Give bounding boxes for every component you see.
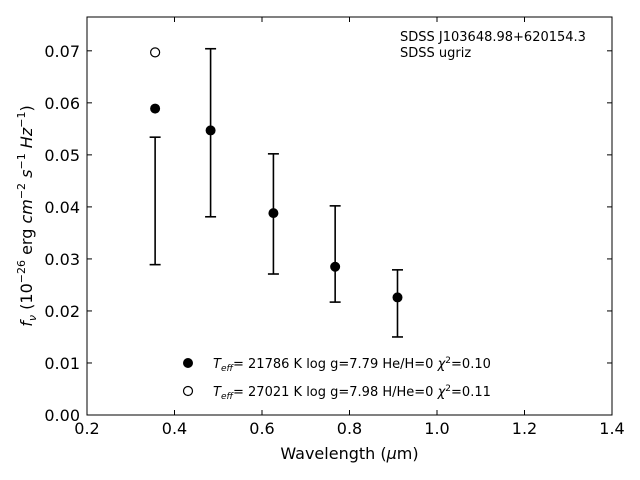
model-point-filled — [330, 261, 341, 272]
model-point-filled — [150, 103, 161, 114]
y-tick-label: 0.06 — [44, 94, 80, 113]
y-tick-label: 0.02 — [44, 302, 80, 321]
y-tick-label: 0.05 — [44, 146, 80, 165]
x-tick-label: 1.0 — [424, 419, 449, 438]
y-tick-label: 0.00 — [44, 406, 80, 425]
y-tick-label: 0.04 — [44, 198, 80, 217]
legend-marker-filled — [183, 358, 193, 368]
x-tick-label: 0.2 — [74, 419, 99, 438]
y-tick-label: 0.01 — [44, 354, 80, 373]
x-tick-label: 0.4 — [162, 419, 187, 438]
model-point-open — [150, 47, 161, 58]
annotation-object-name: SDSS J103648.98+620154.3 — [400, 30, 586, 45]
axis-ticks: 0.2 0.4 0.6 0.8 1.0 1.2 1.4 0.00 0.01 0.02 0.03 0.0… — [44, 17, 625, 438]
x-tick-label: 1.2 — [512, 419, 537, 438]
model-point-filled — [205, 125, 216, 136]
x-tick-label: 1.4 — [599, 419, 624, 438]
y-axis-label: fν (10−26 erg cm−2 s−1 Hz−1) — [15, 105, 39, 326]
y-tick-label: 0.03 — [44, 250, 80, 269]
x-tick-label: 0.8 — [337, 419, 362, 438]
x-tick-label: 0.6 — [249, 419, 274, 438]
model-point-filled — [392, 292, 403, 303]
legend-entry-1: Teff= 21786 K log g=7.79 He/H=0 χ2=0.10 — [213, 356, 491, 374]
model-point-filled — [268, 208, 279, 219]
annotation-survey: SDSS ugriz — [400, 46, 471, 61]
legend: Teff= 21786 K log g=7.79 He/H=0 χ2=0.10 … — [182, 356, 491, 402]
y-tick-label: 0.07 — [44, 42, 80, 61]
data-points — [150, 47, 403, 303]
legend-marker-open — [182, 385, 194, 397]
legend-entry-2: Teff= 27021 K log g=7.98 H/He=0 χ2=0.11 — [213, 384, 491, 402]
x-axis-label: Wavelength (μm) — [280, 444, 418, 463]
